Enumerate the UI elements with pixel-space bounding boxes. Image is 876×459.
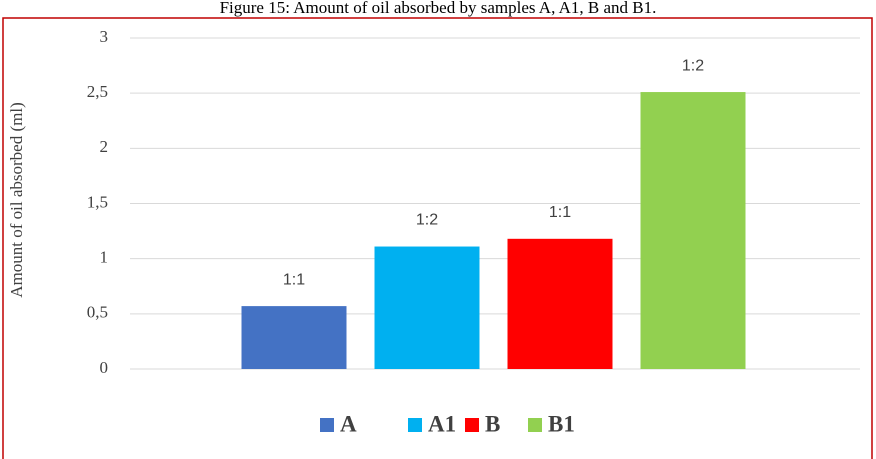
bar bbox=[507, 238, 613, 369]
bar bbox=[640, 92, 746, 370]
legend-label: B1 bbox=[548, 411, 575, 436]
bar bbox=[241, 306, 347, 369]
y-axis-title: Amount of oil absorbed (ml) bbox=[7, 102, 26, 297]
legend-label: A bbox=[340, 411, 357, 436]
chart-title: Figure 15: Amount of oil absorbed by sam… bbox=[220, 0, 657, 17]
y-tick-label: 2 bbox=[100, 137, 109, 156]
legend-label: B bbox=[485, 411, 500, 436]
legend-label: A1 bbox=[428, 411, 456, 436]
legend-swatch bbox=[320, 418, 334, 432]
legend-swatch bbox=[408, 418, 422, 432]
y-tick-label: 1 bbox=[100, 248, 109, 267]
legend-swatch bbox=[465, 418, 479, 432]
legend-swatch bbox=[528, 418, 542, 432]
y-tick-label: 0 bbox=[100, 358, 109, 377]
y-tick-label: 0,5 bbox=[87, 303, 108, 322]
y-tick-label: 2,5 bbox=[87, 82, 108, 101]
data-label: 1:2 bbox=[682, 57, 704, 74]
data-label: 1:1 bbox=[549, 204, 571, 221]
data-label: 1:1 bbox=[283, 271, 305, 288]
y-tick-label: 3 bbox=[100, 27, 109, 46]
frame bbox=[2, 17, 873, 459]
bar bbox=[374, 246, 480, 369]
y-tick-label: 1,5 bbox=[87, 192, 108, 211]
data-label: 1:2 bbox=[416, 212, 438, 229]
